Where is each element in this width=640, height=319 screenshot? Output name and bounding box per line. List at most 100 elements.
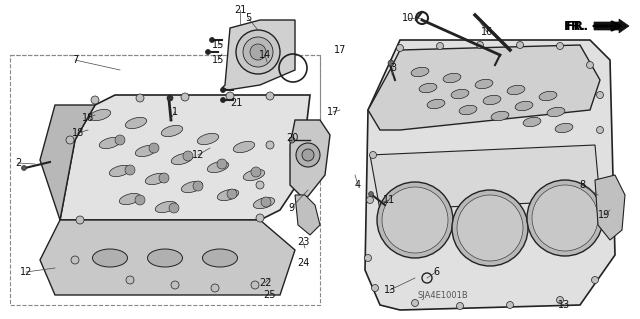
Text: 15: 15: [212, 55, 224, 65]
Ellipse shape: [161, 125, 182, 137]
Circle shape: [397, 44, 403, 51]
Text: 24: 24: [297, 258, 309, 268]
Circle shape: [382, 187, 448, 253]
Circle shape: [91, 96, 99, 104]
Circle shape: [506, 301, 513, 308]
Circle shape: [227, 189, 237, 199]
Text: 7: 7: [72, 55, 78, 65]
Circle shape: [436, 42, 444, 49]
Polygon shape: [368, 45, 600, 130]
Text: 3: 3: [390, 63, 396, 73]
Circle shape: [371, 285, 378, 292]
Text: 9: 9: [288, 203, 294, 213]
Ellipse shape: [243, 169, 265, 181]
Circle shape: [217, 159, 227, 169]
Ellipse shape: [234, 141, 255, 152]
Circle shape: [365, 255, 371, 262]
Text: 15: 15: [212, 40, 224, 50]
Text: 16: 16: [481, 27, 493, 37]
Circle shape: [71, 256, 79, 264]
Circle shape: [557, 296, 563, 303]
Circle shape: [236, 30, 280, 74]
Circle shape: [136, 94, 144, 102]
Circle shape: [296, 143, 320, 167]
Text: 1: 1: [172, 107, 178, 117]
Circle shape: [251, 167, 261, 177]
Ellipse shape: [523, 117, 541, 127]
Text: 17: 17: [327, 107, 339, 117]
Circle shape: [76, 216, 84, 224]
Ellipse shape: [207, 161, 228, 173]
Ellipse shape: [218, 189, 239, 201]
Circle shape: [211, 284, 219, 292]
Circle shape: [412, 300, 419, 307]
Text: 21: 21: [234, 5, 246, 15]
Text: 12: 12: [20, 267, 32, 277]
Ellipse shape: [507, 85, 525, 95]
Circle shape: [591, 277, 598, 284]
FancyArrowPatch shape: [594, 22, 620, 30]
Text: 6: 6: [433, 267, 439, 277]
Circle shape: [115, 135, 125, 145]
Text: 17: 17: [334, 45, 346, 55]
Ellipse shape: [483, 95, 501, 105]
Ellipse shape: [427, 99, 445, 109]
Ellipse shape: [451, 89, 469, 99]
Text: 25: 25: [263, 290, 275, 300]
Circle shape: [532, 185, 598, 251]
Text: 12: 12: [192, 150, 204, 160]
Circle shape: [205, 49, 211, 55]
Ellipse shape: [135, 145, 157, 157]
Ellipse shape: [93, 249, 127, 267]
Circle shape: [221, 87, 225, 93]
Circle shape: [169, 203, 179, 213]
Circle shape: [367, 197, 374, 204]
Ellipse shape: [109, 165, 131, 177]
Polygon shape: [295, 195, 320, 235]
Circle shape: [596, 127, 604, 133]
Circle shape: [557, 42, 563, 49]
Text: 22: 22: [259, 278, 271, 288]
Text: 14: 14: [259, 50, 271, 60]
Ellipse shape: [555, 123, 573, 133]
Ellipse shape: [539, 91, 557, 101]
Polygon shape: [595, 175, 625, 240]
Circle shape: [183, 151, 193, 161]
Ellipse shape: [119, 193, 141, 204]
Ellipse shape: [125, 117, 147, 129]
Circle shape: [586, 62, 593, 69]
Text: 18: 18: [72, 128, 84, 138]
Ellipse shape: [181, 182, 203, 193]
Ellipse shape: [459, 105, 477, 115]
Circle shape: [66, 136, 74, 144]
Polygon shape: [222, 20, 295, 90]
Circle shape: [221, 98, 225, 102]
Circle shape: [377, 182, 453, 258]
Text: 11: 11: [383, 195, 395, 205]
Text: 13: 13: [558, 300, 570, 310]
Circle shape: [181, 93, 189, 101]
Text: SJA4E1001B: SJA4E1001B: [418, 292, 468, 300]
Circle shape: [516, 41, 524, 48]
Circle shape: [22, 166, 26, 170]
Circle shape: [527, 180, 603, 256]
Circle shape: [302, 149, 314, 161]
Circle shape: [159, 173, 169, 183]
Text: 13: 13: [384, 285, 396, 295]
Circle shape: [369, 152, 376, 159]
Ellipse shape: [419, 83, 437, 93]
Circle shape: [250, 44, 266, 60]
Circle shape: [266, 92, 274, 100]
Circle shape: [149, 143, 159, 153]
Circle shape: [171, 281, 179, 289]
Polygon shape: [60, 95, 310, 220]
Ellipse shape: [156, 201, 177, 212]
Circle shape: [243, 37, 273, 67]
Ellipse shape: [443, 73, 461, 83]
Text: 8: 8: [579, 180, 585, 190]
Ellipse shape: [147, 249, 182, 267]
Polygon shape: [594, 19, 629, 33]
Circle shape: [135, 195, 145, 205]
Circle shape: [261, 197, 271, 207]
Ellipse shape: [197, 133, 219, 145]
